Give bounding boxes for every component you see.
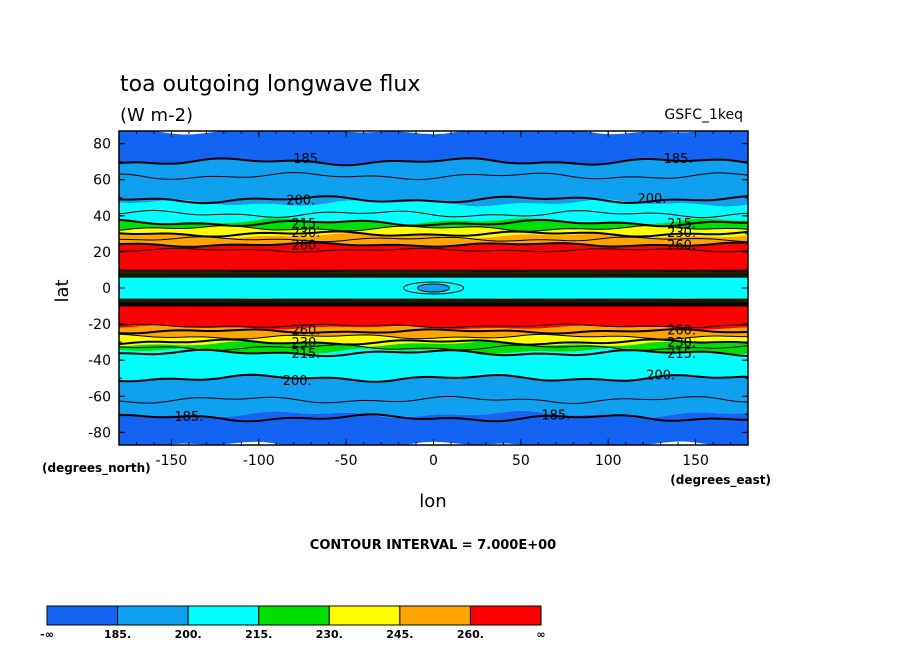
dataset-label: GSFC_1keq <box>664 107 743 123</box>
contour-line <box>119 395 748 405</box>
contour-label: 215. <box>291 217 320 232</box>
contour-label: 185. <box>541 408 570 423</box>
colorbar-swatch <box>258 605 330 626</box>
contour-label: 215. <box>667 347 696 362</box>
x-tick-label: 0 <box>429 453 438 469</box>
chart-title: toa outgoing longwave flux <box>120 72 420 97</box>
colorbar-label: 200. <box>175 628 202 641</box>
contour-line <box>119 241 748 248</box>
contour-label: 260. <box>291 239 320 254</box>
contour-fill-group: 185. 185.200. 200.215. 215.230. 230.260. 260.… <box>119 131 748 445</box>
contour-line <box>119 338 748 346</box>
contour-label: 260. <box>291 324 320 339</box>
colorbar-label: 185. <box>104 628 131 641</box>
y-tick-label: 40 <box>93 209 111 225</box>
contour-line <box>119 209 748 219</box>
contour-label: 200. <box>637 192 666 207</box>
x-axis-label: lon <box>419 491 446 512</box>
colorbar-label: 260. <box>457 628 484 641</box>
contour-line <box>119 224 748 232</box>
contour-line <box>119 247 748 253</box>
x-tick-label: 100 <box>595 453 622 469</box>
colorbar-label: -∞ <box>40 628 54 641</box>
contour-line <box>119 323 748 329</box>
contour-line <box>119 413 748 423</box>
contour-interval-text: CONTOUR INTERVAL = 7.000E+00 <box>310 538 556 553</box>
contour-label: 185. <box>293 152 322 167</box>
contour-label: 260. <box>667 324 696 339</box>
axes: 80 60 40 20 0 -20 -40 -60 -80 -150 -100 -50 0 50 100 15… <box>88 130 749 469</box>
contour-label: 185. <box>664 152 693 167</box>
colorbar-label: ∞ <box>536 628 545 641</box>
contour-line <box>119 230 748 238</box>
x-tick-label: -150 <box>156 453 188 469</box>
y-axis-label: lat <box>52 279 73 302</box>
y-tick-label: 0 <box>102 281 111 297</box>
contour-band <box>119 348 748 382</box>
y-tick-label: 60 <box>93 173 111 189</box>
contour-label: 200. <box>646 369 675 384</box>
contour-label: 200. <box>283 374 312 389</box>
x-tick-label: -50 <box>335 453 358 469</box>
contour-band <box>119 199 748 225</box>
contour-line <box>119 236 748 243</box>
contour-band <box>119 131 748 166</box>
y-tick-label: 80 <box>93 137 111 153</box>
colorbar-label: 230. <box>316 628 343 641</box>
y-tick-label: 20 <box>93 245 111 261</box>
colorbar-label: 245. <box>386 628 413 641</box>
contour-line <box>119 328 748 335</box>
contour-line <box>119 171 748 181</box>
x-tick-label: -100 <box>243 453 275 469</box>
colorbar-swatch <box>328 605 401 626</box>
x-tick-label: 50 <box>512 453 530 469</box>
y-units-label: (degrees_north) <box>42 461 151 476</box>
y-tick-label: -80 <box>88 425 111 441</box>
contour-band <box>119 374 748 418</box>
contour-label: 260. <box>667 239 696 254</box>
equatorial-minimum <box>417 283 450 293</box>
contour-band <box>119 233 748 247</box>
contour-line <box>119 333 748 340</box>
contour-band <box>119 242 748 273</box>
x-tick-label: 150 <box>682 453 709 469</box>
plot-area: 185. 185.200. 200.215. 215.230. 230.260. 260.… <box>119 131 748 445</box>
contour-label: 230. <box>667 336 696 351</box>
contour-band <box>119 303 748 330</box>
contour-line <box>119 157 748 167</box>
chart-units: (W m-2) <box>120 105 193 126</box>
colorbar-label: 215. <box>245 628 272 641</box>
contour-line <box>119 373 748 383</box>
colorbar-swatch <box>46 605 119 626</box>
colorbar-swatch <box>117 605 189 626</box>
contour-label: 185. <box>174 410 203 425</box>
contour-band <box>119 158 748 207</box>
contour-band <box>119 225 748 239</box>
contour-label: 230. <box>291 226 320 241</box>
contour-label: 215. <box>667 217 696 232</box>
contour-label: 230. <box>667 226 696 241</box>
y-tick-label: -40 <box>88 353 111 369</box>
colorbar: -∞ 185. 200. 215. 230. 245. 260. ∞ <box>40 605 546 641</box>
contour-line <box>119 195 748 205</box>
contour-label: 230. <box>291 336 320 351</box>
contour-label: 215. <box>291 347 320 362</box>
contour-band <box>119 341 748 355</box>
y-tick-label: -60 <box>88 389 111 405</box>
y-tick-label: -20 <box>88 317 111 333</box>
equatorial-contour <box>403 281 464 295</box>
colorbar-swatch <box>187 605 260 626</box>
colorbar-swatch <box>469 605 542 626</box>
contour-label: 200. <box>286 194 315 209</box>
x-units-label: (degrees_east) <box>670 473 771 488</box>
colorbar-swatch <box>399 605 471 626</box>
contour-line <box>119 348 748 358</box>
